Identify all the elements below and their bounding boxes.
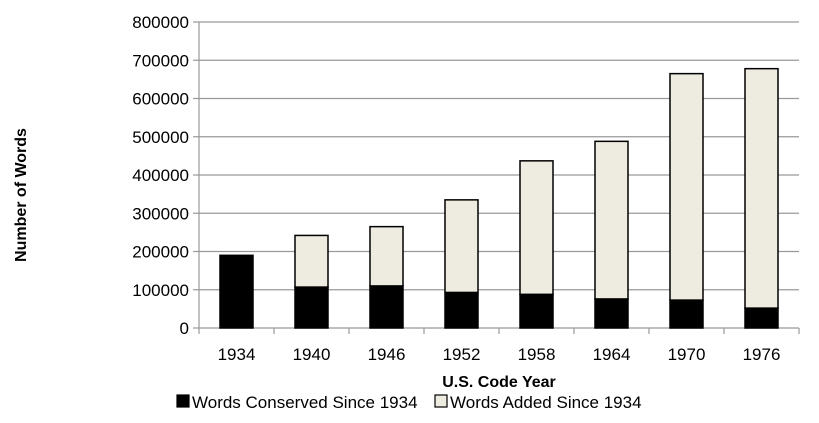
x-axis-title: U.S. Code Year: [442, 374, 556, 391]
bars: [219, 67, 779, 329]
y-tick-label: 400000: [132, 166, 189, 185]
bar-segment-conserved: [669, 299, 704, 329]
x-tick-label: 1946: [368, 345, 406, 364]
bar-segment-added: [594, 140, 629, 300]
x-tick-labels: 1934 1940 1946 1952 1958 1964 1970 1976: [218, 345, 781, 364]
axes: [193, 21, 800, 334]
bar-segment-conserved: [594, 298, 629, 329]
y-tick-label: 300000: [132, 204, 189, 223]
y-axis-title: Number of Words: [13, 128, 30, 262]
bar-segment-added: [444, 199, 479, 294]
bar-segment-added: [744, 67, 779, 309]
bar-segment-added: [519, 160, 554, 296]
x-tick-label: 1952: [443, 345, 481, 364]
y-tick-labels: 0 100000 200000 300000 400000 500000 600000 700…: [132, 13, 189, 338]
x-tick-label: 1958: [518, 345, 556, 364]
bar-segment-conserved: [294, 286, 329, 329]
y-tick-label: 500000: [132, 128, 189, 147]
y-tick-label: 600000: [132, 90, 189, 109]
y-tick-label: 800000: [132, 13, 189, 32]
legend-label-added: Words Added Since 1934: [450, 393, 642, 412]
legend-swatch-conserved: [176, 394, 190, 408]
legend: Words Conserved Since 1934 Words Added Si…: [176, 393, 642, 412]
y-tick-label: 100000: [132, 281, 189, 300]
legend-label-conserved: Words Conserved Since 1934: [192, 393, 418, 412]
bar-segment-added: [669, 72, 704, 301]
bar-segment-conserved: [744, 307, 779, 329]
bar-segment-added: [294, 234, 329, 288]
gridlines: [199, 21, 799, 291]
bar-segment-conserved: [444, 291, 479, 329]
x-tick-label: 1964: [593, 345, 631, 364]
x-tick-label: 1970: [668, 345, 706, 364]
legend-swatch-added: [434, 394, 448, 408]
bar-segment-conserved: [369, 285, 404, 329]
y-tick-label: 700000: [132, 51, 189, 70]
x-tick-label: 1976: [743, 345, 781, 364]
y-tick-label: 0: [180, 319, 189, 338]
x-tick-label: 1940: [293, 345, 331, 364]
bar-segment-conserved: [519, 293, 554, 329]
x-tick-label: 1934: [218, 345, 256, 364]
y-tick-label: 200000: [132, 243, 189, 262]
bar-segment-conserved: [219, 254, 254, 329]
bar-segment-added: [369, 225, 404, 287]
